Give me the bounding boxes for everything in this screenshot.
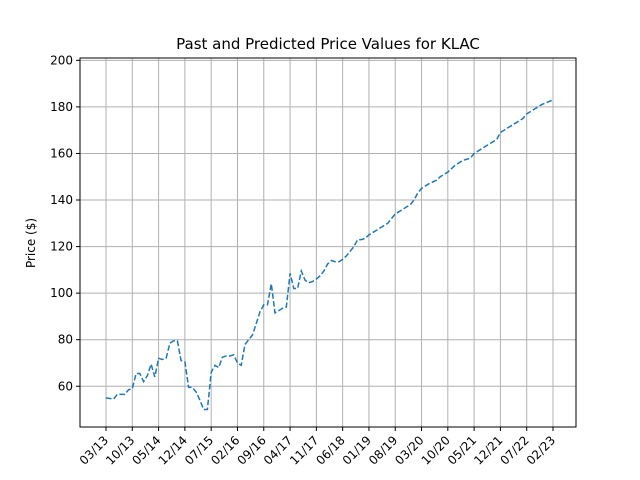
y-tick-label: 100 <box>50 286 73 300</box>
y-tick-label: 180 <box>50 100 73 114</box>
x-tick-label: 02/16 <box>208 433 242 467</box>
x-tick-label: 02/23 <box>524 433 558 467</box>
x-tick-label: 10/20 <box>419 433 453 467</box>
plot-area-frame <box>79 57 577 428</box>
y-axis: 60 80 100 120 140 160 180 200 <box>50 53 80 393</box>
y-tick-label: 160 <box>50 146 73 160</box>
x-tick-label: 07/22 <box>497 433 531 467</box>
y-axis-label: Price ($) <box>24 218 38 268</box>
x-tick-label: 03/13 <box>77 433 111 467</box>
x-tick-label: 10/13 <box>103 433 137 467</box>
x-tick-label: 09/16 <box>235 433 269 467</box>
x-tick-label: 12/21 <box>471 433 505 467</box>
y-grid <box>80 59 576 387</box>
x-tick-label: 03/20 <box>392 433 426 467</box>
x-tick-label: 04/17 <box>261 433 295 467</box>
y-tick-label: 80 <box>58 333 73 347</box>
x-tick-label: 01/19 <box>340 433 374 467</box>
x-tick-label: 07/15 <box>182 433 216 467</box>
x-axis: 03/1310/1305/1412/1407/1502/1609/1604/17… <box>77 427 558 468</box>
x-tick-label: 05/21 <box>445 433 479 467</box>
x-tick-label: 11/17 <box>287 433 321 467</box>
y-tick-label: 200 <box>50 53 73 67</box>
chart-title: Past and Predicted Price Values for KLAC <box>176 35 480 53</box>
price-series-line <box>105 99 554 411</box>
x-tick-label: 05/14 <box>129 433 163 467</box>
x-tick-label: 06/18 <box>313 433 347 467</box>
y-tick-label: 60 <box>58 379 73 393</box>
y-tick-label: 140 <box>50 193 73 207</box>
x-grid <box>105 58 554 427</box>
x-tick-label: 08/19 <box>366 433 400 467</box>
x-tick-label: 12/14 <box>156 433 190 467</box>
y-tick-label: 120 <box>50 240 73 254</box>
